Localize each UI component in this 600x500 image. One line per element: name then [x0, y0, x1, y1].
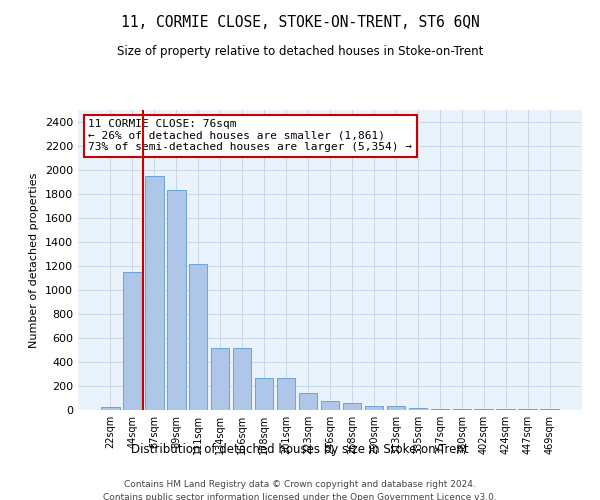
Bar [541, 408, 559, 410]
Bar [320, 401, 340, 410]
Bar [409, 408, 427, 410]
Bar [167, 190, 185, 410]
Bar [277, 378, 295, 410]
Bar [255, 378, 274, 410]
Bar [475, 409, 493, 410]
Bar [101, 407, 119, 410]
Bar [431, 408, 449, 410]
Text: Distribution of detached houses by size in Stoke-on-Trent: Distribution of detached houses by size … [131, 442, 469, 456]
Text: Contains public sector information licensed under the Open Government Licence v3: Contains public sector information licen… [103, 492, 497, 500]
Bar [299, 392, 317, 410]
Bar [452, 408, 471, 410]
Bar [145, 176, 164, 410]
Bar [365, 406, 383, 410]
Bar [189, 264, 208, 410]
Bar [386, 406, 405, 410]
Bar [233, 348, 251, 410]
Text: Contains HM Land Registry data © Crown copyright and database right 2024.: Contains HM Land Registry data © Crown c… [124, 480, 476, 489]
Y-axis label: Number of detached properties: Number of detached properties [29, 172, 40, 348]
Text: 11 CORMIE CLOSE: 76sqm
← 26% of detached houses are smaller (1,861)
73% of semi-: 11 CORMIE CLOSE: 76sqm ← 26% of detached… [88, 119, 412, 152]
Bar [211, 348, 229, 410]
Text: 11, CORMIE CLOSE, STOKE-ON-TRENT, ST6 6QN: 11, CORMIE CLOSE, STOKE-ON-TRENT, ST6 6Q… [121, 15, 479, 30]
Bar [123, 272, 142, 410]
Text: Size of property relative to detached houses in Stoke-on-Trent: Size of property relative to detached ho… [117, 45, 483, 58]
Bar [343, 404, 361, 410]
